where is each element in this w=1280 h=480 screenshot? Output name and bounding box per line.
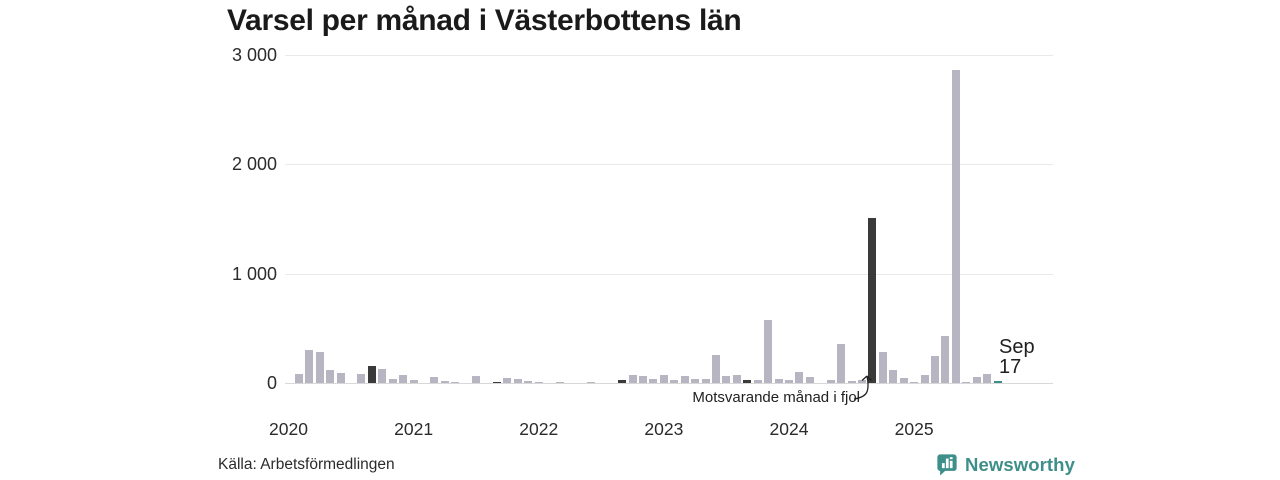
plot-area bbox=[285, 55, 1053, 384]
bar-2024-8 bbox=[858, 379, 866, 383]
bar-2021-12 bbox=[524, 380, 533, 383]
bar-2020-5 bbox=[326, 370, 335, 383]
current-bar-month: Sep bbox=[999, 336, 1035, 358]
bar-2023-6 bbox=[712, 355, 721, 383]
x-tick-label-2022: 2022 bbox=[519, 419, 559, 439]
x-tick-label-2024: 2024 bbox=[769, 419, 809, 439]
bar-2025-7 bbox=[972, 376, 981, 383]
bar-2022-12 bbox=[649, 379, 658, 383]
newsworthy-logo: Newsworthy bbox=[936, 453, 1075, 476]
bar-2024-1 bbox=[785, 379, 794, 383]
bar-2025-2 bbox=[920, 374, 929, 383]
x-tick-label-2025: 2025 bbox=[894, 419, 934, 439]
x-tick-label-2020: 2020 bbox=[269, 419, 308, 439]
bar-2020-6 bbox=[336, 372, 345, 383]
bar-2023-9 bbox=[743, 380, 752, 383]
bar-2020-4 bbox=[315, 352, 324, 383]
annotation-label: Motsvarande månad i fjol bbox=[692, 389, 860, 406]
bar-2020-10 bbox=[378, 369, 387, 383]
bar-2025-1 bbox=[910, 381, 919, 383]
bar-2025-8 bbox=[983, 373, 992, 383]
annotation-arrow-icon bbox=[853, 375, 872, 400]
bar-2024-10 bbox=[878, 351, 887, 383]
bar-2023-3 bbox=[680, 375, 689, 383]
gridline-3000 bbox=[285, 55, 1053, 56]
bar-2022-11 bbox=[639, 376, 648, 383]
bar-2025-4 bbox=[941, 335, 950, 383]
gridline-2000 bbox=[285, 164, 1053, 166]
bar-2020-12 bbox=[399, 375, 408, 383]
bar-2020-8 bbox=[357, 374, 366, 383]
current-bar-date-label: Sep 17 bbox=[999, 336, 1035, 378]
y-tick-label: 1 000 bbox=[231, 263, 277, 284]
bar-2021-4 bbox=[440, 380, 449, 383]
bar-2022-9 bbox=[618, 380, 627, 383]
bar-2021-3 bbox=[430, 376, 439, 383]
bar-2023-4 bbox=[691, 379, 700, 383]
bar-2020-3 bbox=[305, 350, 314, 383]
bar-2020-11 bbox=[388, 378, 397, 383]
bar-2021-7 bbox=[472, 375, 481, 383]
bar-2020-2 bbox=[294, 373, 303, 383]
bar-2021-11 bbox=[513, 378, 522, 383]
bar-2024-7 bbox=[847, 381, 856, 383]
bar-2020-9 bbox=[367, 366, 376, 383]
bar-2023-12 bbox=[774, 378, 783, 383]
x-tick-label-2023: 2023 bbox=[644, 419, 684, 439]
bar-2024-6 bbox=[837, 343, 846, 383]
source-label: Källa: Arbetsförmedlingen bbox=[218, 456, 395, 473]
bar-2022-6 bbox=[586, 381, 595, 383]
bar-2023-2 bbox=[670, 379, 679, 383]
bar-2024-12 bbox=[899, 377, 908, 383]
bar-2025-3 bbox=[931, 355, 939, 383]
page-title: Varsel per månad i Västerbottens län bbox=[227, 4, 742, 37]
bar-2024-11 bbox=[889, 370, 898, 383]
bar-2022-3 bbox=[555, 381, 564, 383]
gridline-1000 bbox=[285, 273, 1053, 275]
bar-2025-5 bbox=[951, 70, 960, 383]
bar-2023-11 bbox=[764, 319, 773, 383]
bar-2021-9 bbox=[493, 381, 502, 383]
y-tick-label: 2 000 bbox=[231, 154, 277, 175]
newsworthy-logo-icon bbox=[937, 454, 957, 476]
bar-2024-3 bbox=[805, 376, 814, 383]
bar-2023-5 bbox=[701, 379, 710, 383]
bar-2023-10 bbox=[753, 379, 762, 383]
gridline-0 bbox=[285, 383, 1053, 384]
bar-2024-2 bbox=[795, 372, 804, 383]
bar-2024-9 bbox=[868, 217, 877, 383]
bar-2023-8 bbox=[732, 375, 741, 383]
current-bar-day: 17 bbox=[999, 355, 1022, 378]
y-tick-label: 0 bbox=[266, 373, 277, 393]
bar-2021-5 bbox=[451, 381, 460, 383]
bar-2021-10 bbox=[503, 378, 512, 383]
bar-2022-1 bbox=[534, 381, 543, 383]
bar-2022-10 bbox=[628, 374, 637, 383]
bar-2021-1 bbox=[409, 379, 418, 383]
bar-2024-5 bbox=[826, 379, 835, 383]
bar-2023-1 bbox=[659, 375, 668, 383]
newsworthy-wordmark: Newsworthy bbox=[965, 453, 1075, 475]
x-tick-label-2021: 2021 bbox=[394, 419, 434, 439]
y-tick-label: 3 000 bbox=[231, 45, 277, 65]
bar-2023-7 bbox=[722, 376, 731, 383]
bar-2025-6 bbox=[962, 381, 971, 383]
bar-2025-9 bbox=[993, 381, 1002, 383]
